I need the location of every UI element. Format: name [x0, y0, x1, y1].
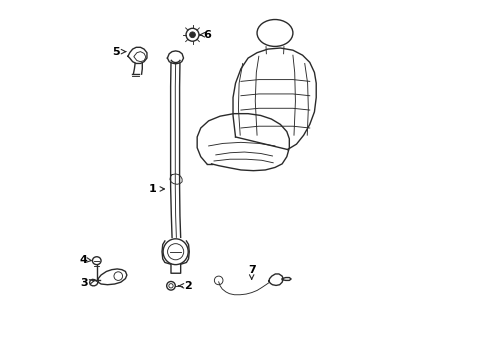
Text: 6: 6: [200, 30, 210, 40]
Text: 1: 1: [149, 184, 164, 194]
Ellipse shape: [189, 32, 195, 38]
Text: 4: 4: [80, 255, 91, 265]
Text: 2: 2: [178, 281, 191, 291]
Text: 3: 3: [80, 278, 94, 288]
Text: 5: 5: [112, 46, 125, 57]
Text: 7: 7: [247, 265, 255, 279]
